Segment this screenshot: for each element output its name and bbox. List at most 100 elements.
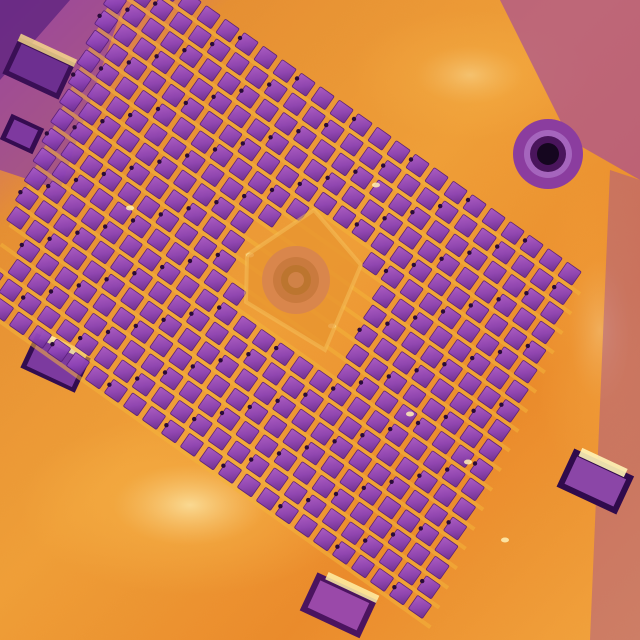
solar-panel [340,133,364,157]
solar-panel [145,176,169,199]
solar-panel [351,554,375,578]
solar-panel [141,353,165,377]
solar-panel [448,339,472,363]
solar-panel [149,334,173,358]
solar-panel [388,193,412,217]
solar-panel [426,220,450,244]
rack-bolt [360,433,365,438]
rack-bolt [408,157,414,162]
rack-bolt [44,131,49,136]
rack-bolt [219,410,225,416]
solar-panel [122,340,146,364]
hvac-unit [299,572,380,639]
solar-panel [141,17,165,41]
solar-panel [416,187,440,211]
thermal-reflection [464,459,472,465]
rack-bolt [325,175,330,180]
solar-panel [339,469,363,493]
solar-panel [224,335,248,359]
solar-panel [50,108,74,132]
panel-gap-hot-line [34,164,494,492]
solar-panel [503,327,527,351]
solar-panel [379,548,403,572]
solar-panel [205,321,229,345]
solar-panel [117,182,141,206]
solar-panel [283,92,307,116]
rack-bolt [164,423,169,428]
rack-bolt [155,106,161,112]
rack-bolt [221,463,226,468]
rack-bolt [210,41,215,47]
solar-panel [263,415,287,439]
panel-gap-hot-line [105,7,564,335]
rack-bolt [383,268,389,274]
solar-panel [180,433,204,457]
solar-panel [455,267,479,290]
solar-panel [514,360,538,384]
solar-panel [144,123,168,147]
panel-gap-hot-line [8,223,467,551]
rack-bolt [214,200,219,205]
rack-bolt [186,206,191,211]
rack-bolt [78,335,83,341]
rack-bolt [414,368,419,373]
rack-bolt [19,242,24,248]
solar-panel [397,173,421,197]
thermal-reflection [372,182,380,188]
solar-panel [179,380,203,404]
rack-bolt [382,216,387,221]
rack-bolt [392,585,397,590]
solar-panel [116,129,140,153]
rack-bolt [297,181,302,187]
solar-panel [77,49,101,73]
solar-panel [294,514,318,538]
rack-bolt [130,218,136,223]
solar-panel [347,396,371,420]
roof-cool-edge [590,170,640,640]
rack-bolt [242,193,247,199]
solar-panel [290,356,314,380]
solar-panel [193,236,217,260]
solar-panel [474,280,498,304]
solar-panel [199,111,223,135]
rack-bolt [363,538,368,543]
solar-panel [0,278,23,302]
solar-panel [87,82,111,106]
solar-panel [166,242,190,266]
rack-bolt [267,82,272,87]
solar-panel [82,260,106,284]
solar-panel [236,421,260,445]
rack-bolt [212,147,218,152]
rack-bolt [465,197,471,203]
solar-panel [255,98,279,122]
solar-panel [104,43,128,67]
solar-panel [92,293,116,317]
panel-gap-hot-line [126,0,573,316]
solar-panel [258,204,282,228]
solar-panel [423,450,447,474]
solar-panel [265,467,289,491]
solar-panel [484,313,508,337]
rack-bolt [97,13,102,18]
solar-panel [227,440,251,464]
solar-panel [148,281,172,305]
solar-panel [373,338,397,361]
roof-cool-edge [500,0,640,180]
rack-bolt [125,7,130,12]
solar-panel [511,254,535,278]
solar-panel [256,487,280,511]
rack-bolt [385,321,390,326]
rack-bolt [162,370,168,375]
rack-bolt [133,323,138,329]
solar-panel [142,70,166,94]
solar-panel [291,409,315,432]
rack-bolt [525,343,530,349]
rack-bolt [237,35,243,41]
solar-panel [142,406,166,430]
rack-bolt [351,116,357,122]
rack-bolt [153,1,158,6]
rack-bolt [445,467,450,472]
solar-panel [389,246,413,270]
rack-bolt [278,504,283,509]
rack-bolt [126,60,131,65]
